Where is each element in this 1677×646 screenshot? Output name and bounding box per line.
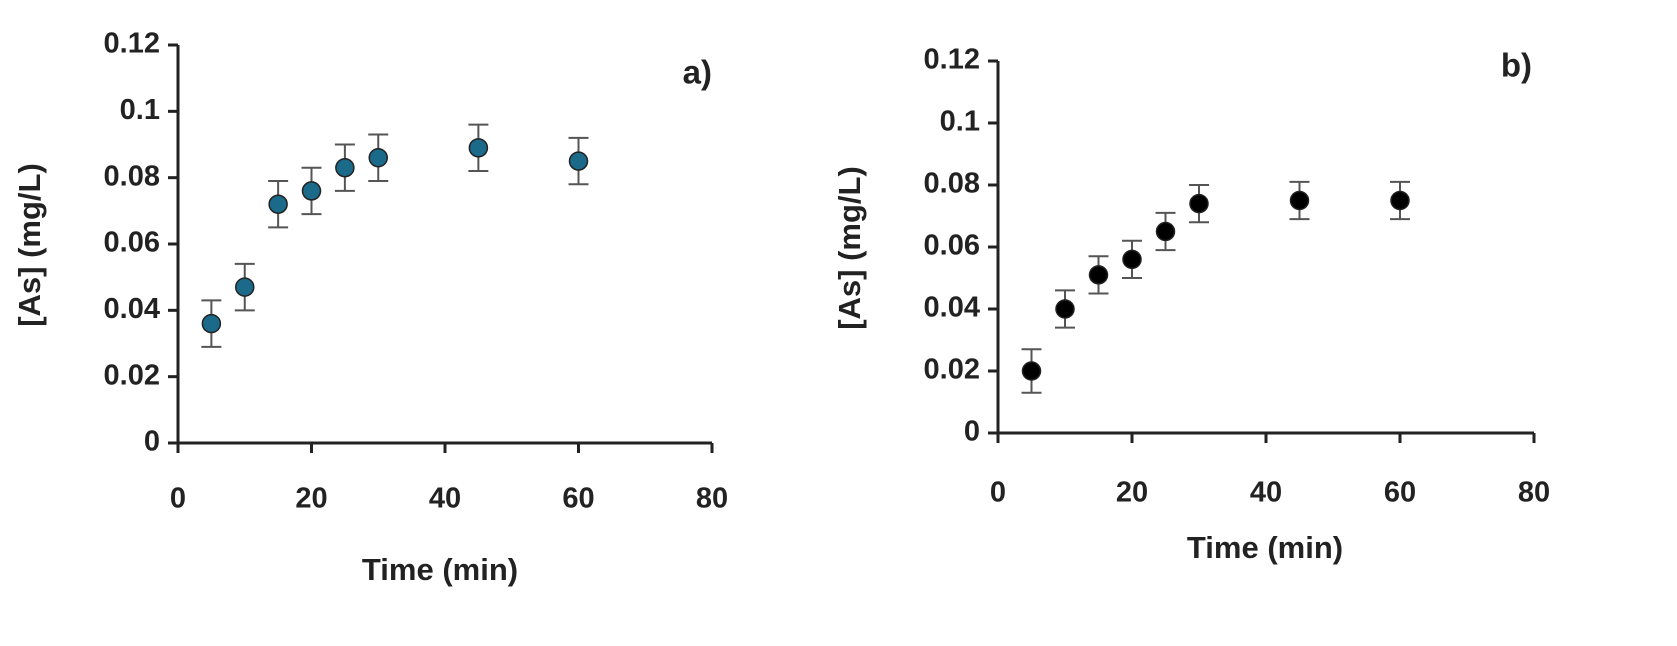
y-tick-label: 0 — [144, 426, 160, 458]
data-point — [1189, 193, 1209, 214]
y-axis-label: [As] (mg/L) — [12, 163, 47, 327]
y-tick-label: 0.12 — [924, 44, 980, 76]
panel-label: a) — [683, 54, 712, 91]
x-tick-label: 60 — [1384, 477, 1416, 509]
y-tick-label: 0.02 — [924, 354, 980, 386]
x-tick-label: 80 — [1518, 477, 1550, 509]
x-axis-label: Time (min) — [1187, 530, 1343, 565]
data-point — [1021, 361, 1042, 381]
x-tick-label: 40 — [1250, 477, 1282, 509]
y-axis-label: [As] (mg/L) — [832, 166, 867, 330]
y-tick-label: 0.08 — [104, 160, 160, 192]
data-point — [1088, 265, 1109, 285]
x-axis-label: Time (min) — [362, 552, 518, 587]
y-tick-label: 0.1 — [940, 106, 980, 138]
data-point — [235, 277, 255, 297]
data-point — [1155, 221, 1176, 242]
data-point — [568, 151, 589, 171]
y-tick-label: 0.08 — [924, 168, 980, 200]
data-point — [268, 194, 288, 214]
panel-label: b) — [1501, 47, 1532, 84]
y-tick-label: 0.04 — [924, 292, 980, 324]
x-tick-label: 0 — [170, 483, 186, 515]
data-point — [201, 313, 222, 334]
y-tick-label: 0.1 — [120, 94, 160, 126]
chart: 0 0.02 0.04 0.06 0.08 0.1 0.12 0 20 40 60 80 Time (m… — [12, 28, 728, 588]
data-point — [368, 148, 388, 168]
y-tick-label: 0.02 — [104, 359, 160, 391]
x-tick-label: 0 — [990, 477, 1006, 509]
y-tick-label: 0.04 — [104, 293, 160, 325]
data-point — [1055, 299, 1075, 319]
x-tick-label: 20 — [1116, 477, 1148, 509]
y-tick-label: 0.12 — [104, 28, 160, 60]
data-point — [301, 181, 322, 201]
data-point — [1390, 190, 1410, 211]
x-tick-label: 80 — [696, 483, 728, 515]
x-tick-label: 60 — [562, 483, 594, 515]
data-point — [335, 157, 355, 178]
data-point — [1289, 190, 1310, 211]
data-point — [468, 138, 489, 158]
data-point — [1122, 249, 1142, 270]
chart: 0 0.02 0.04 0.06 0.08 0.1 0.12 0 20 40 60 80 Time (m… — [832, 44, 1550, 566]
x-tick-label: 20 — [295, 483, 327, 515]
y-tick-label: 0.06 — [104, 227, 160, 259]
y-tick-label: 0 — [964, 416, 980, 448]
y-tick-label: 0.06 — [924, 230, 980, 262]
x-tick-label: 40 — [429, 483, 461, 515]
